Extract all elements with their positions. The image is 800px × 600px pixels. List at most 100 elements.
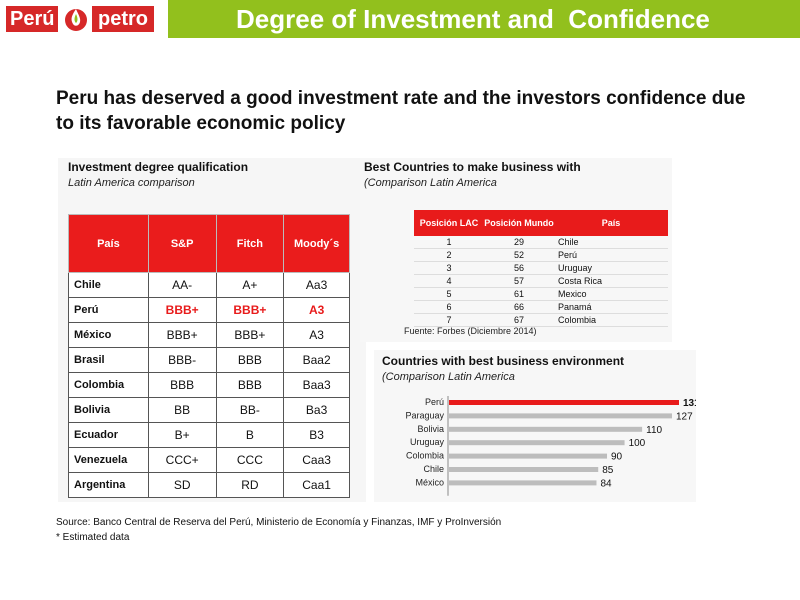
world-cell: 57 xyxy=(484,274,554,288)
moodys-rating-cell: Caa1 xyxy=(283,472,350,498)
rating-panel: Investment degree qualification Latin Am… xyxy=(58,158,366,502)
lac-cell: 4 xyxy=(414,274,484,288)
country-cell: Colombia xyxy=(68,372,149,398)
page-title: Degree of Investment and Confidence xyxy=(236,4,710,34)
column-header: Posición LAC xyxy=(414,210,484,236)
lac-cell: 6 xyxy=(414,300,484,314)
fitch-rating-cell: BBB+ xyxy=(215,297,285,323)
value-label: 127 xyxy=(676,411,693,422)
moodys-rating-cell: B3 xyxy=(283,422,350,448)
moodys-rating-cell: A3 xyxy=(283,297,350,323)
world-cell: 52 xyxy=(484,248,554,262)
lac-cell: 3 xyxy=(414,261,484,275)
header-bar: Perú petro Degree of Investment and Conf… xyxy=(0,0,800,38)
table-row: Colombia BBB BBB Baa3 xyxy=(68,372,350,398)
country-cell: Perú xyxy=(68,297,149,323)
rating-header-row: País S&P Fitch Moody´s xyxy=(68,214,350,273)
value-label: 85 xyxy=(602,465,614,476)
business-source: Fuente: Forbes (Diciembre 2014) xyxy=(404,326,537,336)
table-row: Ecuador B+ B B3 xyxy=(68,422,350,448)
table-row: 1 29 Chile xyxy=(414,236,668,249)
sp-rating-cell: BBB+ xyxy=(147,297,217,323)
fitch-rating-cell: BB- xyxy=(215,397,285,423)
table-row: México BBB+ BBB+ A3 xyxy=(68,322,350,348)
lac-cell: 5 xyxy=(414,287,484,301)
moodys-rating-cell: Baa2 xyxy=(283,347,350,373)
country-cell: Costa Rica xyxy=(554,274,668,288)
value-label: 131 xyxy=(683,398,696,409)
world-cell: 29 xyxy=(484,236,554,249)
country-cell: México xyxy=(68,322,149,348)
country-cell: Brasil xyxy=(68,347,149,373)
logo: Perú petro xyxy=(0,0,168,38)
sp-rating-cell: AA- xyxy=(147,272,217,298)
category-label: Uruguay xyxy=(410,437,445,447)
table-row: Perú BBB+ BBB+ A3 xyxy=(68,297,350,323)
moodys-rating-cell: Caa3 xyxy=(283,447,350,473)
moodys-rating-cell: Ba3 xyxy=(283,397,350,423)
country-cell: Panamá xyxy=(554,300,668,314)
fitch-rating-cell: B xyxy=(215,422,285,448)
source-text: Source: Banco Central de Reserva del Per… xyxy=(56,517,502,528)
table-row: 4 57 Costa Rica xyxy=(414,274,668,288)
country-cell: Bolivia xyxy=(68,397,149,423)
category-label: México xyxy=(415,477,444,487)
sp-rating-cell: B+ xyxy=(147,422,217,448)
fitch-rating-cell: A+ xyxy=(215,272,285,298)
table-row: 5 61 Mexico xyxy=(414,287,668,301)
lac-cell: 2 xyxy=(414,248,484,262)
sp-rating-cell: BB xyxy=(147,397,217,423)
table-row: 2 52 Perú xyxy=(414,248,668,262)
lac-cell: 1 xyxy=(414,236,484,249)
lac-cell: 7 xyxy=(414,313,484,327)
rating-title: Investment degree qualification xyxy=(68,160,249,174)
world-cell: 61 xyxy=(484,287,554,301)
table-row: Bolivia BB BB- Ba3 xyxy=(68,397,350,423)
sp-rating-cell: BBB xyxy=(147,372,217,398)
table-row: 3 56 Uruguay xyxy=(414,261,668,275)
bar xyxy=(449,480,597,486)
country-cell: Uruguay xyxy=(554,261,668,275)
bar xyxy=(449,467,599,472)
country-cell: Mexico xyxy=(554,287,668,301)
logo-text-peru: Perú xyxy=(6,6,59,32)
world-cell: 67 xyxy=(484,313,554,327)
headline: Peru has deserved a good investment rate… xyxy=(56,88,746,134)
bar xyxy=(449,453,608,459)
category-label: Bolivia xyxy=(417,424,444,434)
environment-bar-chart: Perú 131 Paraguay 127 Bolivia 110 Uruguay 100 Co… xyxy=(405,396,696,496)
bar xyxy=(449,400,679,405)
country-cell: Venezuela xyxy=(68,447,149,473)
country-cell: Argentina xyxy=(68,472,149,498)
environment-title: Countries with best business environment xyxy=(382,354,625,368)
sp-rating-cell: CCC+ xyxy=(147,447,217,473)
rating-subtitle: Latin America comparison xyxy=(68,177,195,189)
rank-header-row: Posición LAC Posición Mundo País xyxy=(414,210,668,236)
country-cell: Chile xyxy=(68,272,149,298)
column-header: País xyxy=(554,210,668,236)
bar xyxy=(449,426,643,432)
table-row: Brasil BBB- BBB Baa2 xyxy=(68,347,350,373)
sp-rating-cell: SD xyxy=(147,472,217,498)
category-label: Colombia xyxy=(406,451,444,461)
bar xyxy=(449,440,625,446)
column-header: Posición Mundo xyxy=(484,210,554,236)
column-header: Fitch xyxy=(215,214,285,273)
fitch-rating-cell: BBB xyxy=(215,347,285,373)
fitch-rating-cell: BBB+ xyxy=(215,322,285,348)
sp-rating-cell: BBB+ xyxy=(147,322,217,348)
fitch-rating-cell: RD xyxy=(215,472,285,498)
table-row: Venezuela CCC+ CCC Caa3 xyxy=(68,447,350,473)
world-cell: 66 xyxy=(484,300,554,314)
value-label: 100 xyxy=(629,438,646,449)
country-cell: Perú xyxy=(554,248,668,262)
rating-table: País S&P Fitch Moody´s Chile AA- A+ Aa3 Perú… xyxy=(68,214,350,498)
country-cell: Ecuador xyxy=(68,422,149,448)
oil-drop-icon xyxy=(65,9,87,31)
sp-rating-cell: BBB- xyxy=(147,347,217,373)
value-label: 110 xyxy=(646,425,662,436)
world-cell: 56 xyxy=(484,261,554,275)
category-label: Chile xyxy=(423,464,444,474)
moodys-rating-cell: A3 xyxy=(283,322,350,348)
source-note: Source: Banco Central de Reserva del Per… xyxy=(56,515,501,545)
